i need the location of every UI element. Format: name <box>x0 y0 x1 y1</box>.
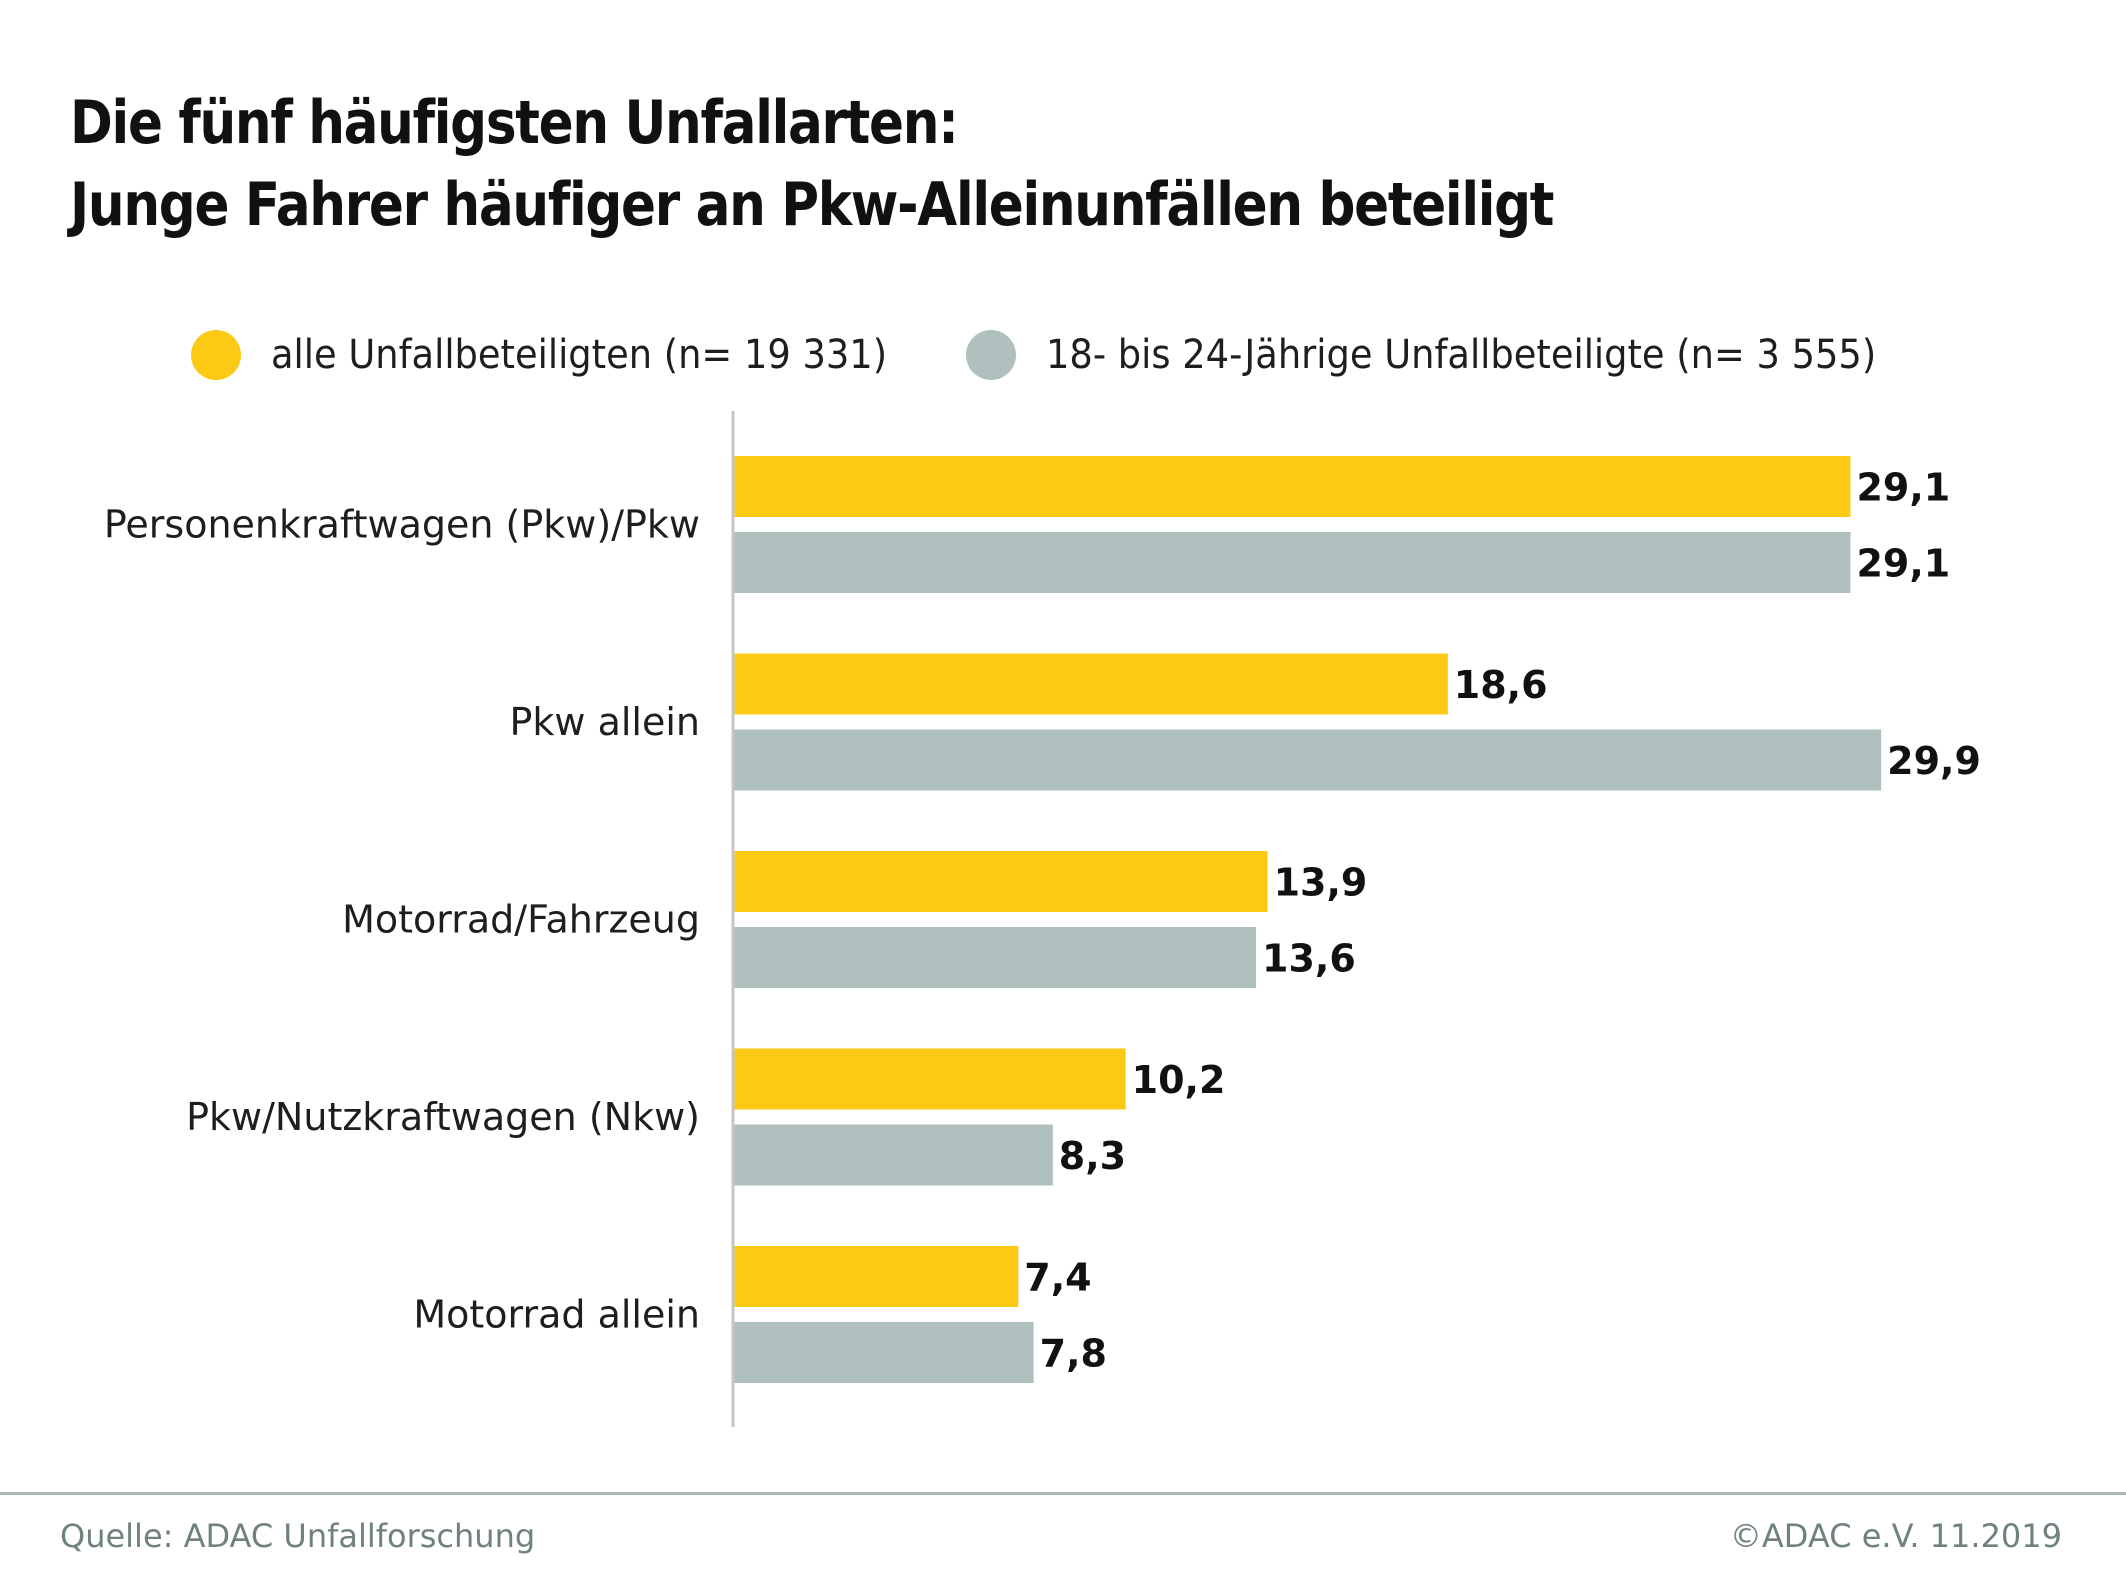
legend-item-all-participants: alle Unfallbeteiligten (n= 19 331) <box>191 330 941 380</box>
bar-all-participants <box>734 456 1851 517</box>
bar-all-participants <box>734 851 1268 912</box>
legend-swatch-gray-circle-icon <box>966 330 1016 380</box>
legend-label: 18- bis 24-Jährige Unfallbeteiligte (n= … <box>1046 332 1877 378</box>
value-label: 10,2 <box>1132 1058 1226 1102</box>
value-label: 13,9 <box>1274 861 1368 905</box>
category-label: Personenkraftwagen (Pkw)/Pkw <box>104 503 700 547</box>
category-label: Pkw allein <box>509 700 700 744</box>
bar-young-drivers <box>734 927 1257 988</box>
legend-item-young-drivers: 18- bis 24-Jährige Unfallbeteiligte (n= … <box>966 330 1948 380</box>
value-label: 29,1 <box>1856 542 1950 586</box>
footer-divider <box>0 1492 2126 1495</box>
bar-all-participants <box>734 1246 1019 1307</box>
category-label: Motorrad/Fahrzeug <box>342 898 700 942</box>
chart-title-line-2: Junge Fahrer häufiger an Pkw-Alleinunfäl… <box>70 170 1554 240</box>
value-label: 29,1 <box>1856 466 1950 510</box>
value-label: 13,6 <box>1262 937 1356 981</box>
legend-swatch-yellow-circle-icon <box>191 330 241 380</box>
legend-label: alle Unfallbeteiligten (n= 19 331) <box>271 332 888 378</box>
bar-young-drivers <box>734 1322 1034 1383</box>
bar-all-participants <box>734 653 1448 715</box>
bar-young-drivers <box>734 532 1851 593</box>
value-label: 18,6 <box>1454 663 1548 707</box>
chart-title-line-1: Die fünf häufigsten Unfallarten: <box>70 88 959 158</box>
bar-young-drivers <box>734 1124 1053 1186</box>
bar-young-drivers <box>734 729 1882 791</box>
category-label: Motorrad allein <box>413 1293 700 1337</box>
value-label: 7,4 <box>1024 1256 1091 1300</box>
value-label: 8,3 <box>1059 1134 1126 1178</box>
value-label: 7,8 <box>1040 1332 1107 1376</box>
category-label: Pkw/Nutzkraftwagen (Nkw) <box>186 1095 700 1139</box>
value-label: 29,9 <box>1887 739 1981 783</box>
bar-all-participants <box>734 1048 1126 1110</box>
source-note: Quelle: ADAC Unfallforschung <box>60 1517 536 1555</box>
copyright-note: ©ADAC e.V. 11.2019 <box>1729 1517 2062 1555</box>
